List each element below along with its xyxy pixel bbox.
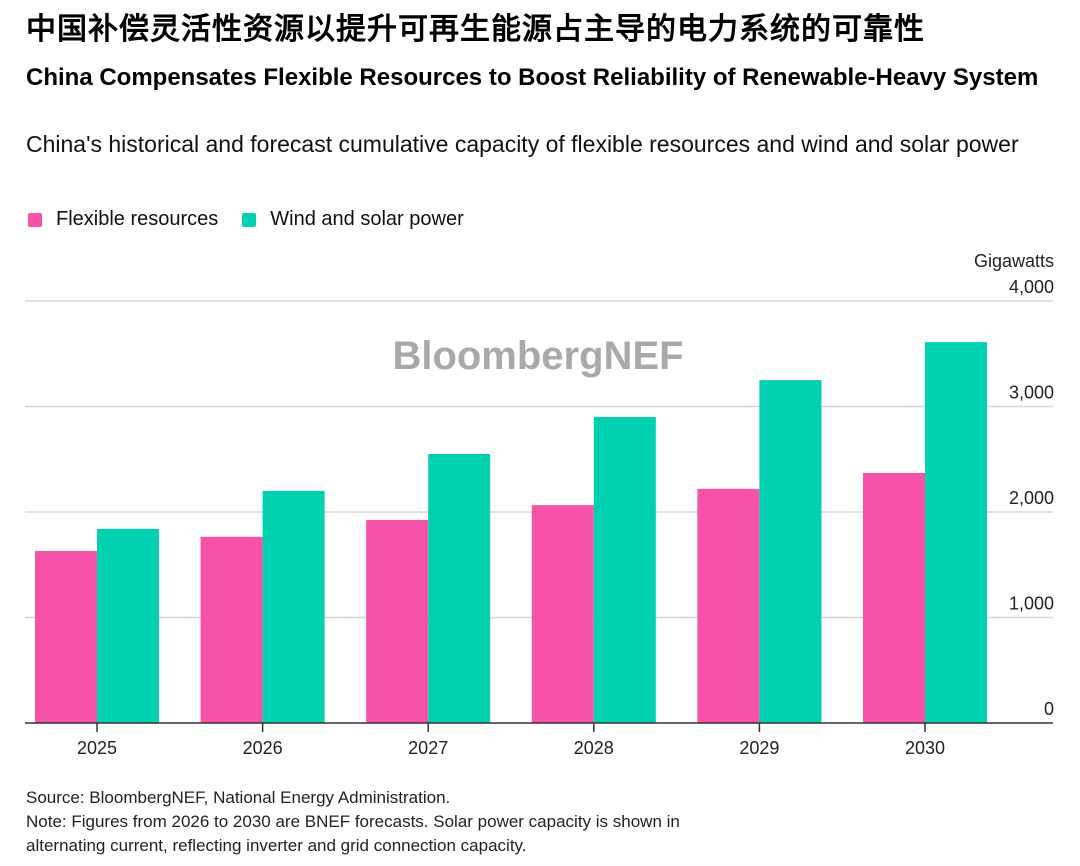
legend: Flexible resources Wind and solar power (28, 208, 488, 231)
watermark: BloombergNEF (392, 334, 683, 378)
chart-title: China Compensates Flexible Resources to … (26, 64, 1039, 91)
x-tick-label: 2027 (408, 738, 448, 758)
bar-flexible-resources (35, 551, 97, 723)
footer: Source: BloombergNEF, National Energy Ad… (26, 786, 680, 858)
y-axis-label: Gigawatts (974, 251, 1054, 271)
y-tick-label: 0 (1044, 699, 1054, 719)
chinese-title: 中国补偿灵活性资源以提升可再生能源占主导的电力系统的可靠性 (26, 12, 925, 47)
bar-wind-solar (428, 453, 491, 723)
legend-swatch-flexible (28, 212, 42, 227)
y-tick-label: 2,000 (1009, 488, 1054, 508)
note-text-line1: Note: Figures from 2026 to 2030 are BNEF… (26, 812, 680, 831)
legend-label-wind-solar: Wind and solar power (270, 208, 464, 230)
bar-wind-solar (925, 342, 987, 723)
legend-item-wind-solar: Wind and solar power (242, 208, 464, 231)
legend-swatch-wind-solar (242, 212, 257, 227)
bar-wind-solar (97, 528, 159, 723)
source-text: Source: BloombergNEF, National Energy Ad… (26, 788, 451, 807)
x-axis: 2025 2026 2027 2028 2029 2030 (25, 722, 1053, 758)
y-tick-label: 1,000 (1009, 594, 1054, 614)
bar-flexible-resources (366, 519, 429, 723)
chart-subtitle: China's historical and forecast cumulati… (26, 131, 1019, 157)
note-text-line2: alternating current, reflecting inverter… (26, 836, 527, 855)
y-tick-label: 3,000 (1009, 383, 1054, 403)
y-tick-label: 4,000 (1009, 277, 1054, 297)
x-tick-label: 2025 (77, 738, 117, 758)
x-tick-label: 2028 (574, 738, 614, 758)
bar-flexible-resources (531, 505, 594, 723)
bar-flexible-resources (697, 488, 760, 723)
x-tick-label: 2030 (905, 738, 945, 758)
legend-item-flexible: Flexible resources (28, 208, 218, 231)
bar-flexible-resources (200, 536, 263, 723)
bar-wind-solar (593, 417, 656, 723)
bar-wind-solar (759, 380, 822, 723)
legend-label-flexible: Flexible resources (56, 208, 219, 230)
bar-flexible-resources (863, 472, 925, 723)
x-tick-label: 2029 (739, 738, 779, 758)
x-tick-label: 2026 (243, 738, 283, 758)
bar-wind-solar (262, 490, 325, 723)
bars (35, 342, 987, 723)
